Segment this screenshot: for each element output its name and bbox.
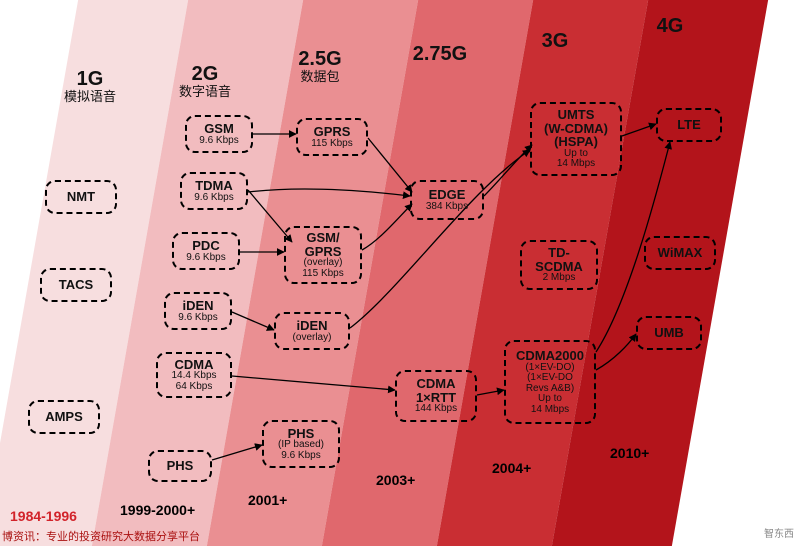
node-tdma-title: TDMA <box>195 179 233 193</box>
gen-1g-sub: 模拟语音 <box>50 90 130 104</box>
node-umts-sub: 14 Mbps <box>557 159 595 170</box>
node-cdma-sub: 64 Kbps <box>176 382 213 393</box>
node-cdma2000-title: CDMA2000 <box>516 349 584 363</box>
node-cdma2000-sub: 14 Mbps <box>531 405 569 416</box>
node-gprs-sub: 115 Kbps <box>311 139 353 150</box>
node-tacs: TACS <box>40 268 112 302</box>
gen-3g-title: 3G <box>515 30 595 52</box>
node-nmt-title: NMT <box>67 190 95 204</box>
node-cdmartt-title: CDMA <box>417 377 456 391</box>
node-umb: UMB <box>636 316 702 350</box>
node-cdma2000-sub: (1×EV-DO <box>527 373 573 384</box>
node-umts-title: UMTS <box>558 108 595 122</box>
node-gsm-title: GSM <box>204 122 234 136</box>
node-gsmov-title: GSM/ <box>306 231 339 245</box>
node-lte: LTE <box>656 108 722 142</box>
node-amps-title: AMPS <box>45 410 83 424</box>
node-pdc: PDC9.6 Kbps <box>172 232 240 270</box>
node-pdc-title: PDC <box>192 239 219 253</box>
node-lte-title: LTE <box>677 118 701 132</box>
gen-275g-label: 2.75G <box>400 43 480 65</box>
node-cdma2000-sub: Up to <box>538 394 562 405</box>
footer-text: 博资讯：专业的投资研究大数据分享平台 <box>2 528 200 544</box>
year-y4: 2003+ <box>376 472 415 488</box>
gen-275g-title: 2.75G <box>400 43 480 65</box>
node-tdscdma: TD-SCDMA2 Mbps <box>520 240 598 290</box>
node-gsm-sub: 9.6 Kbps <box>199 136 238 147</box>
node-cdma-title: CDMA <box>175 358 214 372</box>
gen-2g-title: 2G <box>165 63 245 85</box>
node-gsmov-title: GPRS <box>305 245 342 259</box>
node-cdma2000: CDMA2000(1×EV-DO)(1×EV-DORevs A&B)Up to1… <box>504 340 596 424</box>
year-y2: 1999-2000+ <box>120 502 195 518</box>
gen-1g-title: 1G <box>50 68 130 90</box>
node-gprs-title: GPRS <box>314 125 351 139</box>
node-phsip-title: PHS <box>288 427 315 441</box>
node-iden-sub: 9.6 Kbps <box>178 313 217 324</box>
node-phsip: PHS(IP based)9.6 Kbps <box>262 420 340 468</box>
node-wimax-title: WiMAX <box>658 246 703 260</box>
watermark-text: 智东西 <box>764 525 794 540</box>
gen-3g-label: 3G <box>515 30 595 52</box>
node-amps: AMPS <box>28 400 100 434</box>
node-idenov: iDEN(overlay) <box>274 312 350 350</box>
node-gsm: GSM9.6 Kbps <box>185 115 253 153</box>
node-gsmov-sub: 115 Kbps <box>302 269 344 280</box>
node-cdmartt-title: 1×RTT <box>416 391 456 405</box>
node-umb-title: UMB <box>654 326 684 340</box>
node-phs-title: PHS <box>167 459 194 473</box>
node-umts-title: (W-CDMA) <box>544 122 608 136</box>
node-umts: UMTS(W-CDMA)(HSPA)Up to14 Mbps <box>530 102 622 176</box>
gen-4g-title: 4G <box>630 15 710 37</box>
node-tdscdma-title: TD- <box>548 246 570 260</box>
node-idenov-title: iDEN <box>296 319 327 333</box>
gen-25g-title: 2.5G <box>280 48 360 70</box>
year-y3: 2001+ <box>248 492 287 508</box>
node-phs: PHS <box>148 450 212 482</box>
year-y1: 1984-1996 <box>10 508 77 524</box>
year-y6: 2010+ <box>610 445 649 461</box>
year-y5: 2004+ <box>492 460 531 476</box>
node-nmt: NMT <box>45 180 117 214</box>
node-pdc-sub: 9.6 Kbps <box>186 253 225 264</box>
node-idenov-sub: (overlay) <box>293 333 332 344</box>
node-gprs: GPRS115 Kbps <box>296 118 368 156</box>
node-tacs-title: TACS <box>59 278 93 292</box>
node-edge-sub: 384 Kbps <box>426 202 468 213</box>
node-cdma: CDMA14.4 Kbps64 Kbps <box>156 352 232 398</box>
node-cdmartt-sub: 144 Kbps <box>415 404 457 415</box>
node-edge-title: EDGE <box>429 188 466 202</box>
node-tdma-sub: 9.6 Kbps <box>194 193 233 204</box>
node-iden-title: iDEN <box>182 299 213 313</box>
node-tdscdma-title: SCDMA <box>535 260 583 274</box>
gen-4g-label: 4G <box>630 15 710 37</box>
node-gsmov: GSM/GPRS(overlay)115 Kbps <box>284 226 362 284</box>
node-tdma: TDMA9.6 Kbps <box>180 172 248 210</box>
gen-25g-label: 2.5G 数据包 <box>280 48 360 84</box>
diagram-stage: 1G 模拟语音 2G 数字语音 2.5G 数据包 2.75G 3G 4G NMT… <box>0 0 800 546</box>
node-cdmartt: CDMA1×RTT144 Kbps <box>395 370 477 422</box>
node-wimax: WiMAX <box>644 236 716 270</box>
node-tdscdma-sub: 2 Mbps <box>543 273 576 284</box>
node-umts-title: (HSPA) <box>554 135 598 149</box>
gen-2g-label: 2G 数字语音 <box>165 63 245 99</box>
gen-25g-sub: 数据包 <box>280 70 360 84</box>
node-iden: iDEN9.6 Kbps <box>164 292 232 330</box>
gen-2g-sub: 数字语音 <box>165 85 245 99</box>
gen-1g-label: 1G 模拟语音 <box>50 68 130 104</box>
node-edge: EDGE384 Kbps <box>410 180 484 220</box>
node-phsip-sub: 9.6 Kbps <box>281 451 320 462</box>
